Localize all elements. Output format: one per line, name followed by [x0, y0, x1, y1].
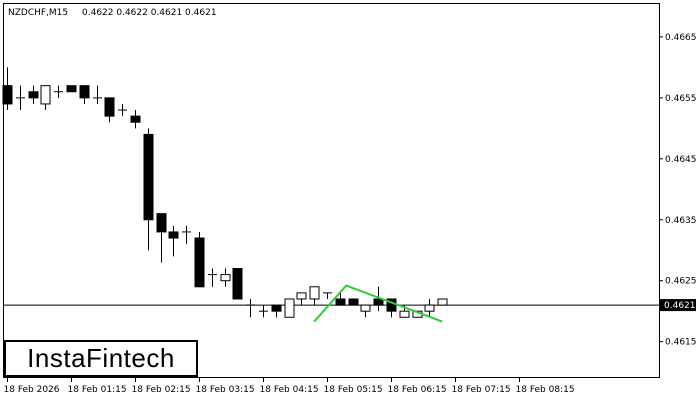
- pattern-line-group: [313, 284, 443, 323]
- candle-body-bearish: [2, 85, 13, 105]
- candle: [220, 268, 231, 287]
- candle: [2, 67, 13, 111]
- candle: [309, 286, 320, 306]
- candle-body-bearish: [130, 115, 141, 123]
- y-tick-label: 0.4635: [665, 216, 697, 226]
- candle: [168, 225, 179, 257]
- candle-body-bearish: [168, 231, 179, 239]
- candle-body-bearish: [104, 97, 115, 117]
- candle: [296, 292, 307, 306]
- candle-body-bearish: [348, 298, 359, 306]
- x-tick-label: 18 Feb 08:15: [516, 385, 575, 395]
- candle-body-bullish: [284, 298, 295, 318]
- candle: [104, 97, 115, 123]
- candle: [335, 292, 346, 306]
- candle-body-bullish: [437, 298, 448, 306]
- candle-body-bearish: [373, 298, 384, 306]
- y-axis: 0.4665 0.4655 0.4645 0.4635 0.4625 0.4615 0.46…: [659, 33, 697, 348]
- candle-body-bullish: [40, 85, 51, 105]
- y-tick-label: 0.4655: [665, 94, 697, 104]
- candle: [156, 213, 167, 263]
- candle: [232, 268, 243, 300]
- candle-body-bearish: [143, 133, 154, 221]
- x-axis: 18 Feb 2026 18 Feb 01:15 18 Feb 02:15 18 Fe…: [4, 377, 575, 395]
- logo-text: InstaFintech: [27, 343, 175, 373]
- candle: [130, 110, 141, 129]
- candle-body-bearish: [28, 91, 39, 99]
- current-price-box: [660, 299, 696, 312]
- candle-body-bearish: [194, 237, 205, 288]
- candle: [208, 268, 217, 287]
- plot-frame: [3, 3, 660, 378]
- candle: [259, 305, 268, 318]
- candle-body-bullish: [399, 310, 410, 318]
- y-tick-label: 0.4665: [665, 33, 697, 43]
- candle-body-bullish: [424, 304, 435, 312]
- candle: [28, 85, 39, 104]
- y-tick-label: 0.4615: [665, 338, 697, 348]
- candle: [182, 225, 191, 245]
- x-tick-label: 18 Feb 01:15: [68, 385, 127, 395]
- x-tick-label: 18 Feb 05:15: [324, 385, 383, 395]
- x-tick-label: 18 Feb 2026: [4, 385, 60, 395]
- candle: [40, 85, 51, 111]
- candle-body-bullish: [220, 274, 231, 282]
- candle: [66, 85, 77, 93]
- candles-group: [2, 67, 448, 318]
- candle: [373, 286, 384, 312]
- candle-body-bullish: [360, 304, 371, 312]
- y-tick-label: 0.4625: [665, 277, 697, 287]
- candle: [360, 304, 371, 318]
- candle-body-bearish: [232, 268, 243, 300]
- candle: [54, 85, 63, 98]
- pattern-line: [313, 284, 443, 323]
- y-tick-label: 0.4645: [665, 155, 697, 165]
- current-price-label: 0.4621: [664, 301, 696, 311]
- candle: [348, 298, 359, 306]
- candle-body-bullish: [296, 292, 307, 300]
- instafintech-logo: InstaFintech: [4, 340, 198, 377]
- candle: [323, 292, 332, 299]
- candle-body-bearish: [156, 213, 167, 233]
- x-tick-label: 18 Feb 03:15: [196, 385, 255, 395]
- candle: [194, 231, 205, 288]
- x-tick-label: 18 Feb 04:15: [260, 385, 319, 395]
- x-tick-label: 18 Feb 06:15: [388, 385, 447, 395]
- x-tick-label: 18 Feb 07:15: [452, 385, 511, 395]
- candle: [437, 298, 448, 306]
- candle: [118, 103, 127, 117]
- candle-body-bullish: [309, 286, 320, 300]
- x-tick-label: 18 Feb 02:15: [132, 385, 191, 395]
- candle-body-bearish: [271, 304, 282, 312]
- candle-body-bearish: [335, 298, 346, 306]
- candle: [284, 298, 295, 318]
- candle: [93, 85, 102, 104]
- chart-symbol: NZDCHF,M15: [8, 8, 68, 18]
- candle-body-bearish: [79, 85, 90, 99]
- candle: [424, 298, 435, 318]
- candle: [16, 85, 25, 111]
- candle: [79, 85, 90, 104]
- candle: [246, 298, 255, 318]
- chart-ohlc: 0.4622 0.4622 0.4621 0.4621: [82, 8, 217, 18]
- candle-body-bearish: [66, 85, 77, 93]
- candle: [143, 128, 154, 251]
- candle: [271, 304, 282, 318]
